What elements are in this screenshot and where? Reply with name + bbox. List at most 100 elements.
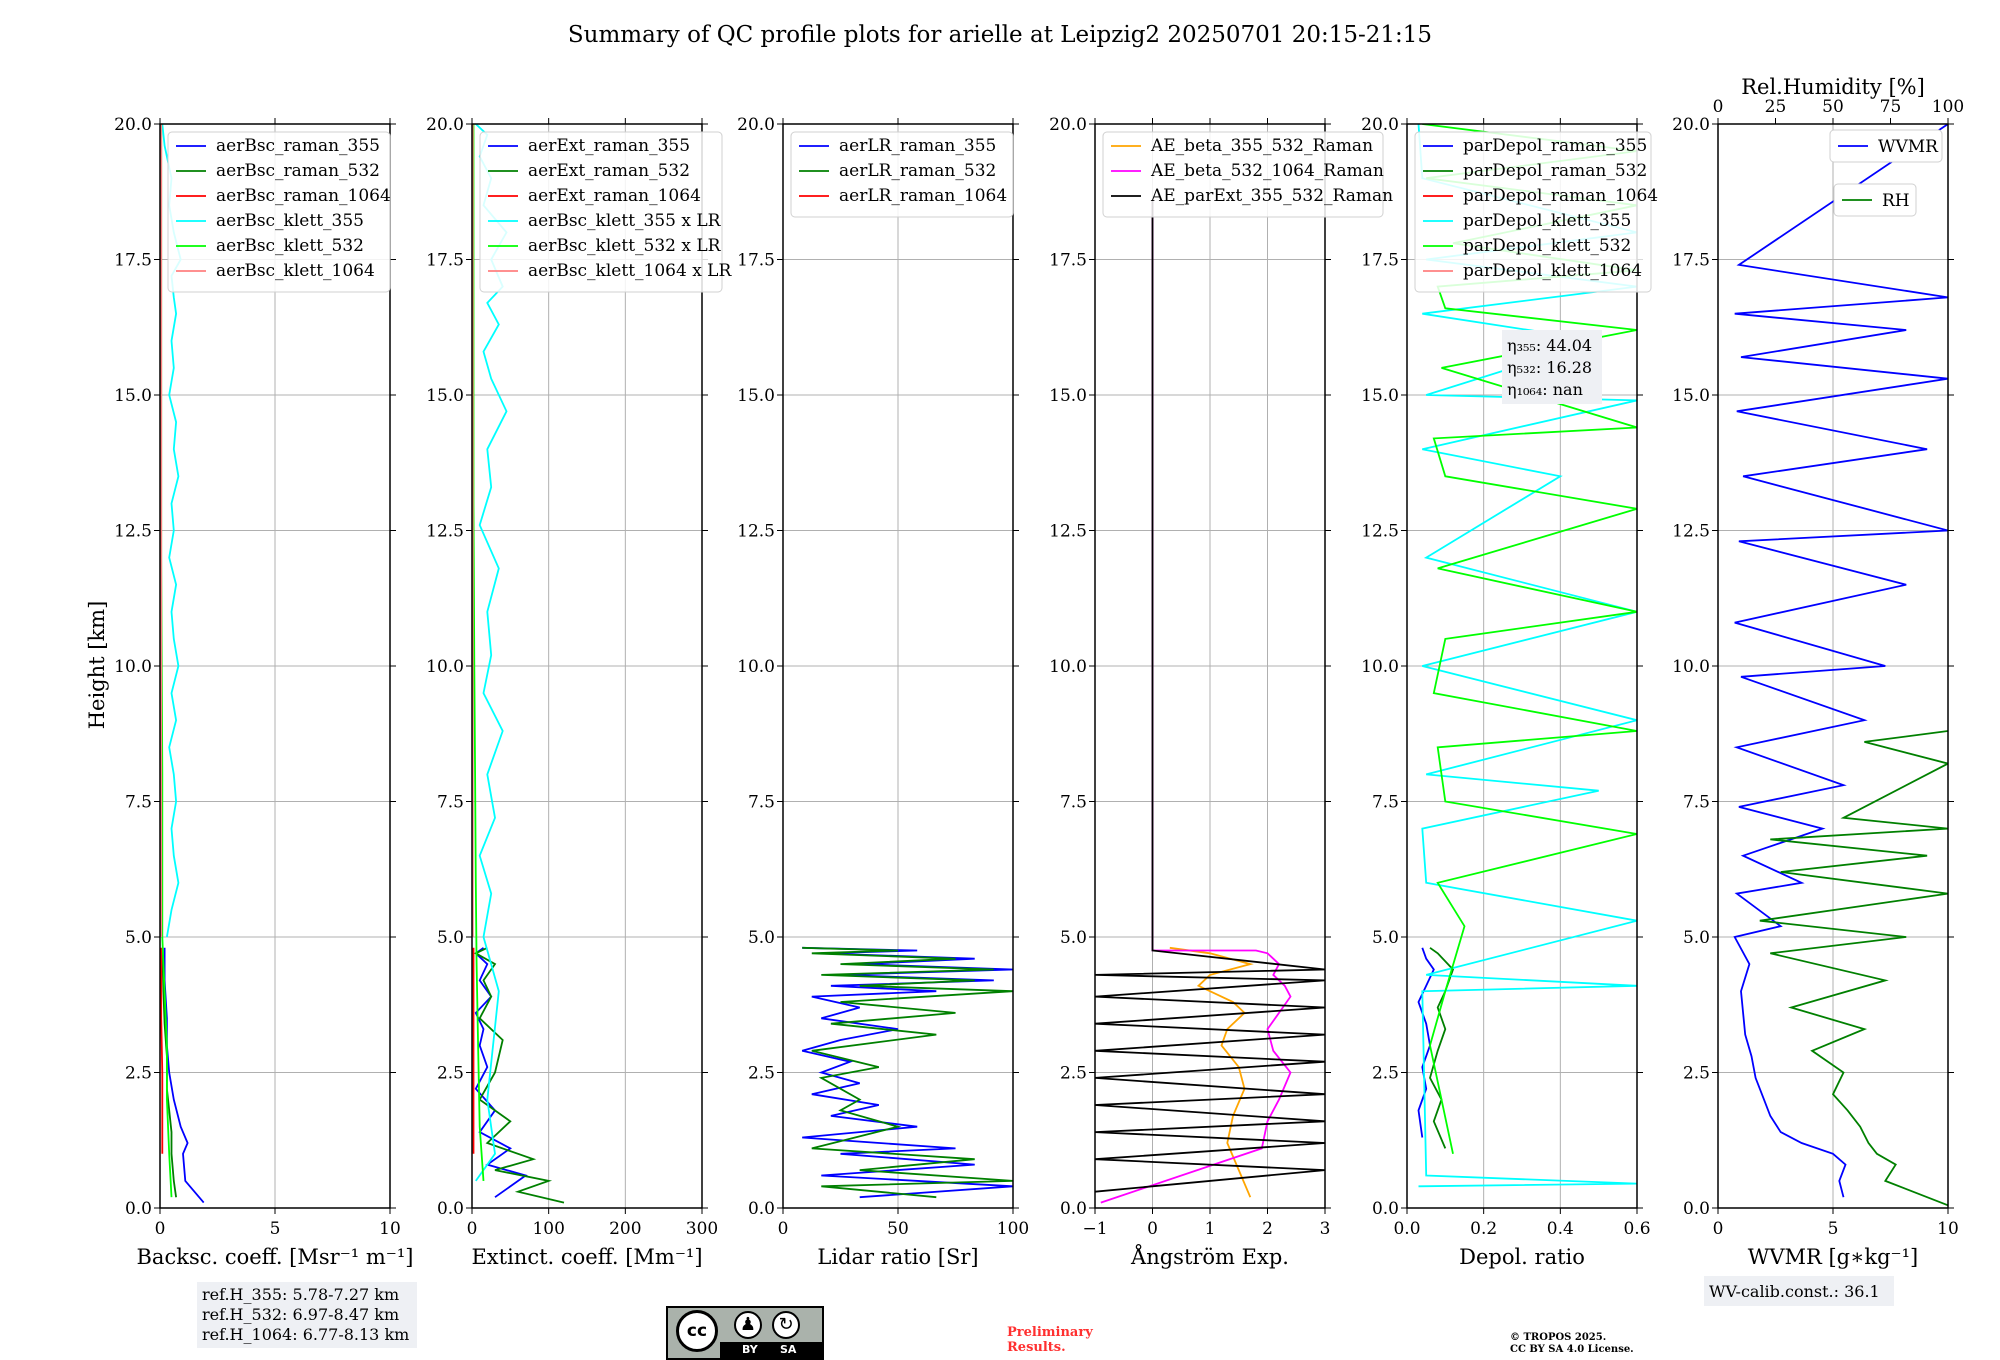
x-tick-label: 0 (467, 1219, 478, 1239)
legend-label: aerLR_raman_1064 (839, 186, 1007, 206)
annotation-line: WV-calib.const.: 36.1 (1709, 1282, 1880, 1301)
annotation-box: WV-calib.const.: 36.1 (1704, 1276, 1894, 1306)
panel-2: 0 100 200 300 0.0 2.5 5.0 7.5 10.0 12.5 15.0 17.5 20… (426, 115, 732, 1269)
y-tick-label: 5.0 (1683, 928, 1710, 948)
y-tick-label: 15.0 (1361, 386, 1399, 406)
y-tick-label: 17.5 (1672, 251, 1710, 271)
x-tick-label: 300 (686, 1219, 718, 1239)
y-tick-label: 2.5 (437, 1064, 464, 1084)
x-axis-label: Lidar ratio [Sr] (817, 1245, 978, 1269)
y-tick-label: 0.0 (1372, 1199, 1399, 1219)
y-tick-label: 7.5 (1683, 793, 1710, 813)
cc-badge-bar: BY SA (720, 1342, 822, 1358)
y-tick-label: 7.5 (1060, 793, 1087, 813)
y-tick-label: 5.0 (125, 928, 152, 948)
x-axis-label: Extinct. coeff. [Mm⁻¹] (471, 1245, 702, 1269)
y-tick-label: 12.5 (1049, 522, 1087, 542)
x-tick-label: 50 (887, 1219, 909, 1239)
x-tick-label: 10 (1937, 1219, 1959, 1239)
series-group (1733, 124, 1948, 1207)
series-group (1095, 199, 1325, 1204)
y-tick-label: 0.0 (1060, 1199, 1087, 1219)
series-line-aerExt_raman_532 (473, 946, 565, 1204)
y-tick-label: 15.0 (737, 386, 775, 406)
y-tick-label: 12.5 (426, 522, 464, 542)
legend-label: aerBsc_klett_532 (216, 236, 364, 256)
top-tick-label: 100 (1932, 97, 1964, 117)
y-tick-label: 20.0 (426, 115, 464, 135)
x-tick-label: 0.6 (1623, 1219, 1650, 1239)
y-tick-label: 2.5 (1372, 1064, 1399, 1084)
y-tick-label: 20.0 (1361, 115, 1399, 135)
y-tick-label: 10.0 (114, 657, 152, 677)
x-tick-label: 0 (778, 1219, 789, 1239)
y-tick-label: 20.0 (737, 115, 775, 135)
by-person-icon: ♟ (734, 1311, 762, 1339)
x-tick-label: 0 (1713, 1219, 1724, 1239)
legend-label: AE_beta_355_532_Raman (1150, 136, 1373, 156)
legend: aerLR_raman_355 aerLR_raman_532 aerLR_rama… (790, 131, 1014, 218)
panel-5: 0.0 0.2 0.4 0.6 0.0 2.5 5.0 7.5 10.0 12.5 15.0 17.5… (1361, 115, 1658, 1269)
x-tick-label: 200 (609, 1219, 641, 1239)
legend-label: aerBsc_klett_1064 (216, 261, 375, 281)
x-axis-label: Depol. ratio (1459, 1245, 1585, 1269)
x-tick-label: 100 (532, 1219, 564, 1239)
y-tick-label: 20.0 (114, 115, 152, 135)
y-tick-label: 20.0 (1672, 115, 1710, 135)
series-line-parDepol_raman_532 (1429, 947, 1455, 1149)
series-line-AE_beta_532_1064_Raman (1100, 199, 1292, 1204)
y-tick-label: 15.0 (114, 386, 152, 406)
series-group (801, 946, 1013, 1199)
y-tick-label: 12.5 (114, 522, 152, 542)
legend-label: parDepol_raman_532 (1463, 161, 1647, 181)
annotation-line: η₃₅₅: 44.04 (1507, 336, 1592, 355)
legend-label: aerLR_raman_532 (839, 161, 996, 181)
y-tick-label: 2.5 (1060, 1064, 1087, 1084)
annotation-bg (1704, 1276, 1894, 1306)
y-tick-label: 0.0 (125, 1199, 152, 1219)
y-tick-label: 7.5 (437, 793, 464, 813)
y-tick-label: 17.5 (1361, 251, 1399, 271)
y-tick-label: 12.5 (737, 522, 775, 542)
cc-by-text: BY (742, 1343, 758, 1356)
top-tick-label: 25 (1765, 97, 1787, 117)
top-tick-label: 75 (1880, 97, 1902, 117)
legend-label: aerBsc_klett_1064 x LR (528, 261, 732, 281)
legend-label: aerExt_raman_532 (528, 161, 690, 181)
y-tick-label: 5.0 (748, 928, 775, 948)
legend-label: aerBsc_klett_355 (216, 211, 364, 231)
legend-box (479, 131, 723, 293)
x-tick-label: 5 (1828, 1219, 1839, 1239)
y-tick-label: 10.0 (426, 657, 464, 677)
legend-label: AE_beta_532_1064_Raman (1150, 161, 1384, 181)
y-tick-label: 10.0 (1672, 657, 1710, 677)
legend-box (1833, 183, 1917, 217)
ref-h-532: ref.H_532: 6.97-8.47 km (202, 1305, 400, 1324)
series-line-aerExt_raman_355 (474, 947, 528, 1198)
y-tick-label: 5.0 (1060, 928, 1087, 948)
series-line-AE_parExt_355_532_Raman (1095, 199, 1325, 1193)
legend-label: aerBsc_raman_532 (216, 161, 380, 181)
cc-sa-text: SA (780, 1343, 797, 1356)
copyright-line-2: CC BY SA 4.0 License. (1510, 1344, 1634, 1355)
x-tick-label: 1 (1205, 1219, 1216, 1239)
legend: AE_beta_355_532_Raman AE_beta_532_1064_Ra… (1102, 131, 1393, 218)
y-tick-label: 12.5 (1361, 522, 1399, 542)
y-tick-label: 0.0 (1683, 1199, 1710, 1219)
y-tick-label: 10.0 (737, 657, 775, 677)
y-tick-label: 7.5 (125, 793, 152, 813)
x-tick-label: 0.4 (1547, 1219, 1574, 1239)
legend-box (1102, 131, 1384, 218)
annotation-line: η₅₃₂: 16.28 (1507, 358, 1592, 377)
cc-by-sa-badge: cc ♟ ↻ BY SA (666, 1306, 824, 1360)
x-axis-label: WVMR [g∗kg⁻¹] (1748, 1245, 1919, 1269)
annotation-line: η₁₀₆₄: nan (1507, 380, 1583, 399)
copyright-note: © TROPOS 2025. CC BY SA 4.0 License. (1510, 1332, 1634, 1356)
x-tick-label: 0 (155, 1219, 166, 1239)
x-tick-label: 2 (1262, 1219, 1273, 1239)
panel-1: 0 5 10 0.0 2.5 5.0 7.5 10.0 12.5 15.0 17.5 20.0 Back… (114, 115, 413, 1269)
y-tick-label: 17.5 (1049, 251, 1087, 271)
legend: aerBsc_raman_355 aerBsc_raman_532 aerBsc_r… (167, 131, 391, 293)
sa-share-icon: ↻ (772, 1311, 800, 1339)
legend-label: parDepol_klett_532 (1463, 236, 1631, 256)
